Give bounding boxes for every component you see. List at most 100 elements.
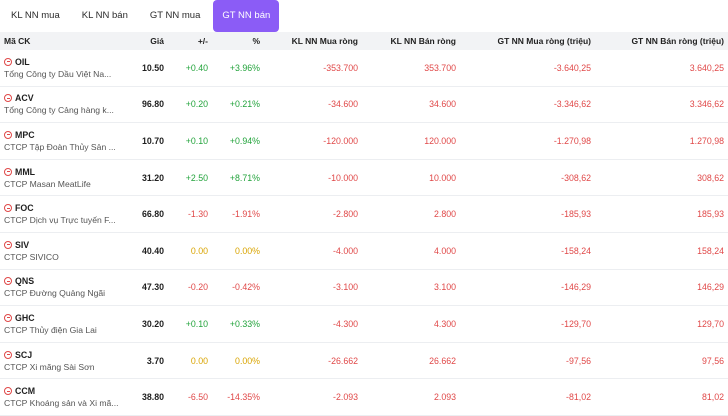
col-header-code[interactable]: Mã CK <box>0 32 128 50</box>
stock-cell[interactable]: CCM CTCP Khoáng sản và Xi mă... <box>0 378 128 416</box>
minus-circle-icon[interactable] <box>4 167 12 176</box>
stock-cell[interactable]: FOC CTCP Dịch vụ Trực tuyến F... <box>0 195 128 233</box>
pct-cell: +0.94% <box>212 122 264 160</box>
table-row[interactable]: CCM CTCP Khoáng sản và Xi mă... 38.80 -6.50… <box>0 378 728 416</box>
col-header-gt-sell-net[interactable]: GT NN Bán ròng (triệu) <box>595 32 728 50</box>
kl-buy-net-cell: -2.093 <box>264 378 362 416</box>
stock-cell[interactable]: OIL Tổng Công ty Dầu Việt Na... <box>0 50 128 87</box>
gt-sell-net-cell: 158,24 <box>595 232 728 270</box>
symbol-line: ACV <box>4 93 124 103</box>
gt-buy-net-cell: -308,62 <box>460 159 595 197</box>
table-header: Mã CK Giá +/- % KL NN Mua ròng KL NN Bán… <box>0 32 728 50</box>
stock-symbol[interactable]: SCJ <box>15 349 33 360</box>
pct-cell: +8.71% <box>212 159 264 197</box>
stock-symbol[interactable]: CCM <box>15 386 36 397</box>
minus-circle-icon[interactable] <box>4 387 12 396</box>
tab-gt-nn-mua[interactable]: GT NN mua <box>149 10 201 21</box>
stock-cell[interactable]: SIV CTCP SIVICO <box>0 232 128 270</box>
symbol-line: MPC <box>4 130 124 140</box>
pct-cell: +3.96% <box>212 50 264 87</box>
table-row[interactable]: MML CTCP Masan MeatLife 31.20 +2.50 +8.71% -1… <box>0 159 728 197</box>
col-header-change[interactable]: +/- <box>168 32 212 50</box>
pct-cell: -0.42% <box>212 269 264 307</box>
symbol-line: CCM <box>4 386 124 396</box>
change-cell: +0.10 <box>168 122 212 160</box>
symbol-line: SIV <box>4 240 124 250</box>
minus-circle-icon[interactable] <box>4 130 12 139</box>
stock-cell[interactable]: MML CTCP Masan MeatLife <box>0 159 128 197</box>
table-row[interactable]: GHC CTCP Thủy điện Gia Lai 30.20 +0.10 +0.33… <box>0 305 728 343</box>
gt-buy-net-cell: -185,93 <box>460 195 595 233</box>
price-cell: 3.70 <box>128 342 168 380</box>
change-cell: +0.40 <box>168 50 212 87</box>
kl-buy-net-cell: -4.300 <box>264 305 362 343</box>
change-cell: -0.20 <box>168 269 212 307</box>
stock-symbol[interactable]: MPC <box>15 129 35 140</box>
col-header-gt-buy-net[interactable]: GT NN Mua ròng (triệu) <box>460 32 595 50</box>
company-name: Tổng Công ty Dầu Việt Na... <box>4 68 112 79</box>
tab-kl-nn-ban[interactable]: KL NN bán <box>81 10 128 21</box>
kl-sell-net-cell: 4.000 <box>362 232 460 270</box>
kl-buy-net-cell: -4.000 <box>264 232 362 270</box>
col-header-pct[interactable]: % <box>212 32 264 50</box>
price-cell: 10.70 <box>128 122 168 160</box>
stock-symbol[interactable]: OIL <box>15 56 30 67</box>
table-row[interactable]: OIL Tổng Công ty Dầu Việt Na... 10.50 +0.40… <box>0 50 728 87</box>
table-row[interactable]: QNS CTCP Đường Quảng Ngãi 47.30 -0.20 -0.42%… <box>0 269 728 307</box>
col-header-price[interactable]: Giá <box>128 32 168 50</box>
tab-bar: KL NN mua KL NN bán GT NN mua GT NN bán <box>0 0 728 32</box>
gt-sell-net-cell: 81,02 <box>595 378 728 416</box>
minus-circle-icon[interactable] <box>4 57 12 66</box>
stock-symbol[interactable]: SIV <box>15 239 30 250</box>
stock-symbol[interactable]: GHC <box>15 312 35 323</box>
symbol-line: OIL <box>4 57 124 67</box>
table-row[interactable]: SIV CTCP SIVICO 40.40 0.00 0.00% -4.000 4.000-… <box>0 232 728 270</box>
gt-sell-net-cell: 146,29 <box>595 269 728 307</box>
col-header-kl-buy-net[interactable]: KL NN Mua ròng <box>264 32 362 50</box>
gt-sell-net-cell: 308,62 <box>595 159 728 197</box>
stock-cell[interactable]: MPC CTCP Tập Đoàn Thủy Sản ... <box>0 122 128 160</box>
price-cell: 10.50 <box>128 50 168 87</box>
gt-buy-net-cell: -146,29 <box>460 269 595 307</box>
gt-buy-net-cell: -97,56 <box>460 342 595 380</box>
minus-circle-icon[interactable] <box>4 240 12 249</box>
gt-buy-net-cell: -129,70 <box>460 305 595 343</box>
kl-sell-net-cell: 2.800 <box>362 195 460 233</box>
kl-sell-net-cell: 353.700 <box>362 50 460 87</box>
change-cell: +2.50 <box>168 159 212 197</box>
stock-symbol[interactable]: FOC <box>15 203 34 214</box>
stock-cell[interactable]: SCJ CTCP Xi măng Sài Sơn <box>0 342 128 380</box>
table-row[interactable]: FOC CTCP Dịch vụ Trực tuyến F... 66.80 -1.3… <box>0 195 728 233</box>
pct-cell: 0.00% <box>212 232 264 270</box>
minus-circle-icon[interactable] <box>4 204 12 213</box>
price-cell: 66.80 <box>128 195 168 233</box>
pct-cell: -14.35% <box>212 378 264 416</box>
minus-circle-icon[interactable] <box>4 277 12 286</box>
symbol-line: SCJ <box>4 350 124 360</box>
pct-cell: +0.33% <box>212 305 264 343</box>
tab-kl-nn-mua[interactable]: KL NN mua <box>11 10 60 21</box>
kl-buy-net-cell: -353.700 <box>264 50 362 87</box>
stock-cell[interactable]: QNS CTCP Đường Quảng Ngãi <box>0 269 128 307</box>
gt-buy-net-cell: -158,24 <box>460 232 595 270</box>
stock-symbol[interactable]: MML <box>15 166 36 177</box>
company-name: CTCP Xi măng Sài Sơn <box>4 361 95 372</box>
minus-circle-icon[interactable] <box>4 94 12 103</box>
tab-gt-nn-ban[interactable]: GT NN bán <box>213 0 280 32</box>
stock-cell[interactable]: GHC CTCP Thủy điện Gia Lai <box>0 305 128 343</box>
company-name: CTCP Tập Đoàn Thủy Sản ... <box>4 141 116 152</box>
col-header-kl-sell-net[interactable]: KL NN Bán ròng <box>362 32 460 50</box>
kl-buy-net-cell: -26.662 <box>264 342 362 380</box>
table-row[interactable]: SCJ CTCP Xi măng Sài Sơn 3.70 0.00 0.00% -26.… <box>0 342 728 380</box>
price-cell: 47.30 <box>128 269 168 307</box>
minus-circle-icon[interactable] <box>4 313 12 322</box>
stock-symbol[interactable]: ACV <box>15 93 34 104</box>
stock-cell[interactable]: ACV Tổng Công ty Cảng hàng k... <box>0 86 128 124</box>
table-row[interactable]: ACV Tổng Công ty Cảng hàng k... 96.80 +0.20… <box>0 86 728 124</box>
price-cell: 38.80 <box>128 378 168 416</box>
stock-symbol[interactable]: QNS <box>15 276 35 287</box>
symbol-line: QNS <box>4 276 124 286</box>
gt-sell-net-cell: 3.640,25 <box>595 50 728 87</box>
minus-circle-icon[interactable] <box>4 350 12 359</box>
table-row[interactable]: MPC CTCP Tập Đoàn Thủy Sản ... 10.70 +0.10 +… <box>0 122 728 160</box>
